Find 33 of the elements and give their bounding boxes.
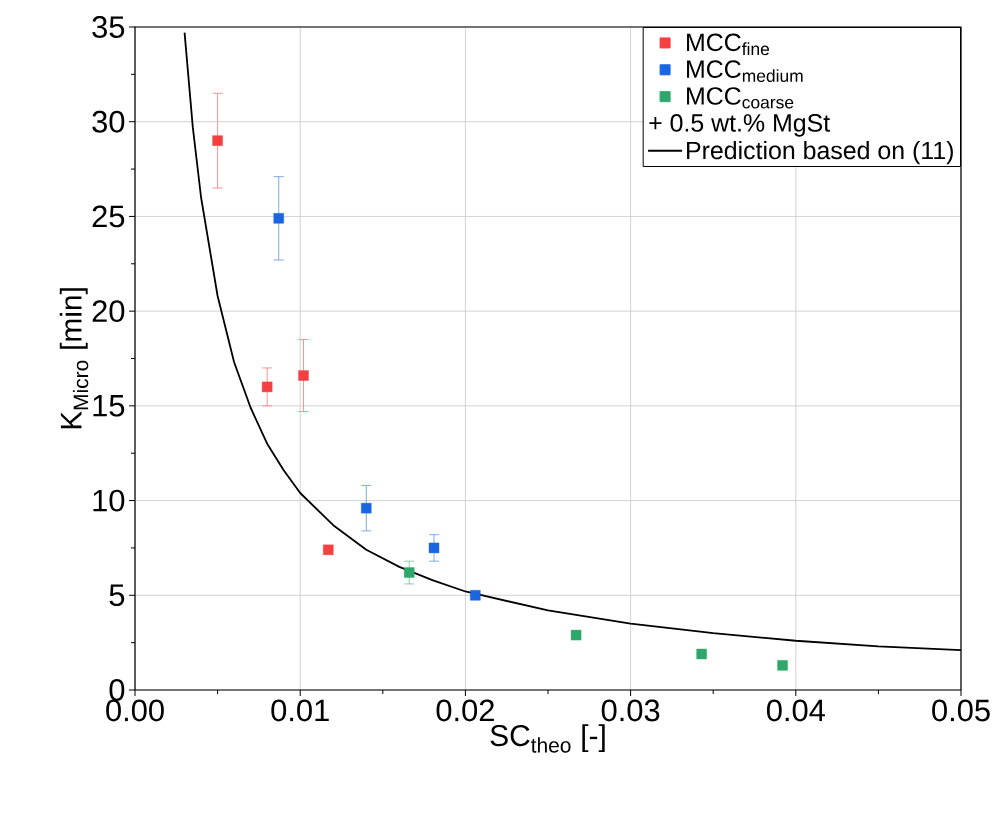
y-tick-label: 5 xyxy=(109,584,125,607)
y-tick-label: 15 xyxy=(93,395,125,417)
y-tick-label: 20 xyxy=(92,300,125,323)
x-axis-title: SC$_{theo}$ [-] xyxy=(490,724,605,753)
point xyxy=(361,502,372,514)
y-tick-label: 25 xyxy=(92,205,125,228)
y-axis-title: K$_{Micro}$ [min] xyxy=(59,288,89,429)
point xyxy=(212,135,223,146)
point xyxy=(570,629,582,641)
point xyxy=(298,370,309,381)
legend-label: MCC$_{coarse}$ xyxy=(687,87,794,109)
x-tick-label: 0.01 xyxy=(271,699,329,722)
point xyxy=(273,213,284,224)
point xyxy=(404,567,415,578)
x-tick-label: 0.05 xyxy=(932,699,990,722)
x-tick-label: 0.04 xyxy=(766,699,825,722)
y-tick-label: 30 xyxy=(92,110,125,133)
y-tick-label: 0 xyxy=(109,679,125,701)
point xyxy=(323,544,334,556)
legend-label: MCC$_{medium}$ xyxy=(687,60,803,83)
point xyxy=(261,381,273,393)
x-tick-label: 0.03 xyxy=(601,699,660,722)
x-tick-label: 0.00 xyxy=(106,699,164,722)
annotation: + 0.5 wt.% MgSt xyxy=(649,114,830,137)
y-tick-label: 35 xyxy=(92,16,125,38)
point xyxy=(777,660,788,671)
point xyxy=(696,648,707,660)
point xyxy=(470,590,481,601)
x-tick-label: 0.02 xyxy=(436,699,494,722)
point xyxy=(428,542,440,554)
legend-label: Prediction based on (11) xyxy=(687,140,953,165)
y-tick-label: 10 xyxy=(93,489,125,512)
legend-label: MCC$_{fine}$ xyxy=(687,33,770,56)
